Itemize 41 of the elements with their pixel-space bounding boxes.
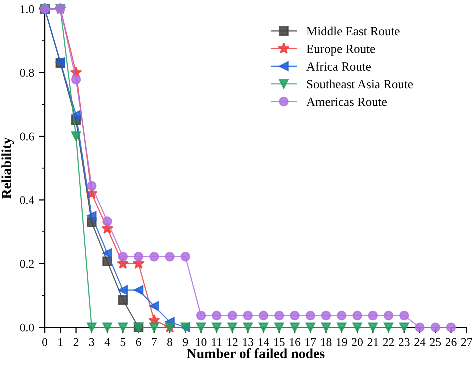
x-tick-label: 15 <box>274 338 285 346</box>
y-axis-title: Reliability <box>2 138 14 199</box>
x-tick-label: 0 <box>42 338 48 346</box>
x-tick-label: 11 <box>212 338 222 346</box>
x-tick-label: 26 <box>446 338 457 346</box>
x-tick-label: 19 <box>337 338 348 346</box>
y-tick-label: 0.0 <box>20 324 34 332</box>
x-tick-label: 6 <box>136 338 142 346</box>
legend-label: Africa Route <box>306 62 371 71</box>
x-tick-label: 23 <box>399 338 410 346</box>
x-tick-label: 25 <box>430 338 442 346</box>
legend-label: Southeast Asia Route <box>307 80 414 89</box>
x-tick-label: 4 <box>104 338 110 346</box>
x-tick-label: 14 <box>258 338 270 346</box>
x-tick-label: 27 <box>462 338 472 346</box>
x-axis-title: Number of failed nodes <box>187 348 325 358</box>
y-tick-label: 0.6 <box>20 132 34 141</box>
x-tick-label: 1 <box>58 338 63 346</box>
y-tick-label: 1.0 <box>20 5 34 14</box>
x-tick-label: 17 <box>306 338 316 346</box>
x-tick-label: 5 <box>120 338 126 346</box>
y-tick-label: 0.4 <box>20 196 34 204</box>
y-tick-label: 0.8 <box>20 69 34 78</box>
x-tick-label: 10 <box>196 338 207 346</box>
x-tick-label: 22 <box>383 338 394 346</box>
x-tick-label: 12 <box>228 338 238 346</box>
x-tick-label: 2 <box>74 338 79 346</box>
y-tick-label: 0.2 <box>20 260 34 268</box>
x-tick-label: 16 <box>290 338 301 346</box>
x-tick-label: 20 <box>352 338 363 346</box>
x-tick-label: 7 <box>152 338 158 346</box>
x-tick-label: 13 <box>243 338 254 346</box>
legend-label: Americas Route <box>306 98 387 106</box>
x-tick-label: 18 <box>321 338 332 346</box>
x-tick-label: 24 <box>414 338 426 346</box>
x-tick-label: 8 <box>168 338 173 346</box>
legend-label: Middle East Route <box>306 26 400 36</box>
x-tick-label: 21 <box>368 338 378 346</box>
x-tick-label: 9 <box>183 338 188 346</box>
legend-label: Europe Route <box>306 44 376 56</box>
x-tick-label: 3 <box>90 338 94 346</box>
